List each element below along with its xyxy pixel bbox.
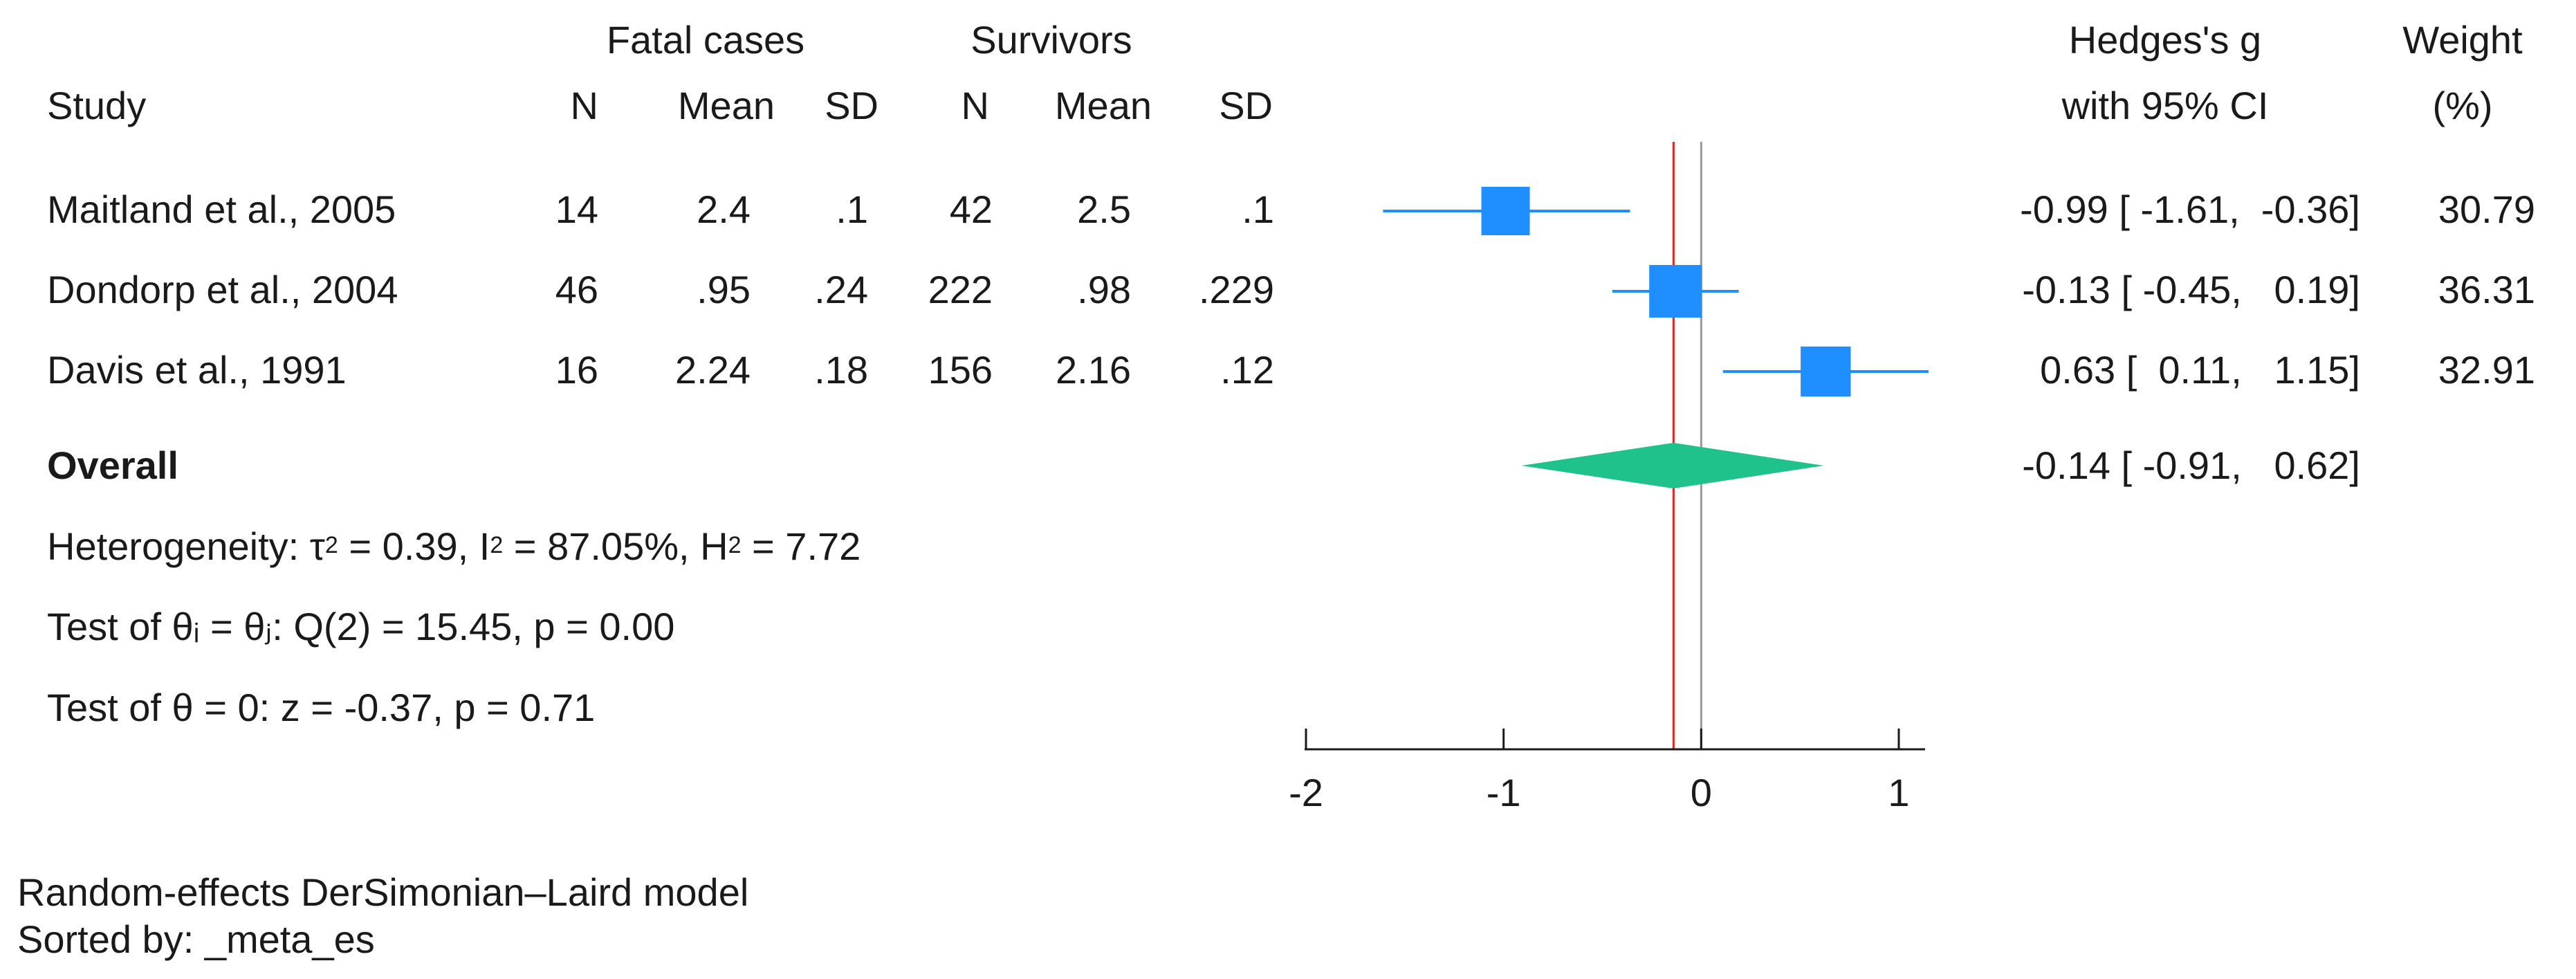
study-marker bbox=[1649, 265, 1702, 318]
overall-ci: -0.14 [ -0.91, 0.62] bbox=[2022, 443, 2360, 487]
header-study: Study bbox=[47, 84, 147, 127]
study-mean1: 2.4 bbox=[697, 187, 751, 231]
header-fatal-cases: Fatal cases bbox=[606, 18, 805, 62]
study-ci: 0.63 [ 0.11, 1.15] bbox=[2040, 348, 2360, 392]
study-marker bbox=[1801, 346, 1851, 397]
header-mean2: Mean bbox=[1054, 84, 1152, 127]
test-effect: Test of θ = 0: z = -0.37, p = 0.71 bbox=[47, 686, 596, 729]
study-name: Maitland et al., 2005 bbox=[47, 187, 396, 231]
header-survivors: Survivors bbox=[970, 18, 1132, 62]
x-tick-label: -1 bbox=[1487, 771, 1521, 814]
x-tick-label: 0 bbox=[1691, 771, 1712, 814]
study-sd1: .18 bbox=[814, 348, 868, 392]
test-homogeneity: Test of θᵢ = θⱼ: Q(2) = 15.45, p = 0.00 bbox=[47, 605, 675, 648]
study-weight: 30.79 bbox=[2438, 187, 2535, 231]
study-sd2: .12 bbox=[1220, 348, 1274, 392]
header-n1: N bbox=[570, 84, 598, 127]
study-n1: 14 bbox=[555, 187, 598, 231]
header-sd2: SD bbox=[1219, 84, 1273, 127]
footnote-model: Random-effects DerSimonian–Laird model bbox=[17, 870, 749, 914]
study-mean1: .95 bbox=[697, 268, 751, 311]
header-n2: N bbox=[961, 84, 989, 127]
header-sd1: SD bbox=[825, 84, 878, 127]
study-name: Davis et al., 1991 bbox=[47, 348, 347, 392]
header-weight-line1: Weight bbox=[2402, 18, 2523, 62]
header-weight-line2: (%) bbox=[2432, 84, 2493, 127]
study-weight: 36.31 bbox=[2438, 268, 2535, 311]
x-tick-label: -2 bbox=[1289, 771, 1323, 814]
study-weight: 32.91 bbox=[2438, 348, 2535, 392]
header-mean1: Mean bbox=[677, 84, 775, 127]
header-effect-line2: with 95% CI bbox=[2061, 84, 2269, 127]
study-sd1: .24 bbox=[814, 268, 868, 311]
study-n1: 46 bbox=[555, 268, 598, 311]
study-n2: 156 bbox=[928, 348, 993, 392]
study-n1: 16 bbox=[555, 348, 598, 392]
study-mean1: 2.24 bbox=[675, 348, 751, 392]
study-marker bbox=[1481, 187, 1530, 235]
study-sd2: .1 bbox=[1242, 187, 1274, 231]
x-tick-label: 1 bbox=[1888, 771, 1909, 814]
overall-label: Overall bbox=[47, 443, 178, 487]
study-sd1: .1 bbox=[836, 187, 868, 231]
study-ci: -0.13 [ -0.45, 0.19] bbox=[2022, 268, 2360, 311]
study-ci: -0.99 [ -1.61, -0.36] bbox=[2020, 187, 2360, 231]
footnote-sort: Sorted by: _meta_es bbox=[17, 917, 375, 961]
heterogeneity-text: Heterogeneity: τ2 = 0.39, I2 = 87.05%, H… bbox=[47, 524, 861, 568]
study-mean2: .98 bbox=[1077, 268, 1131, 311]
study-name: Dondorp et al., 2004 bbox=[47, 268, 398, 311]
study-n2: 222 bbox=[928, 268, 993, 311]
overall-diamond bbox=[1521, 443, 1824, 488]
study-mean2: 2.16 bbox=[1056, 348, 1131, 392]
header-effect-line1: Hedges's g bbox=[2068, 18, 2262, 62]
study-n2: 42 bbox=[949, 187, 993, 231]
study-mean2: 2.5 bbox=[1077, 187, 1131, 231]
study-sd2: .229 bbox=[1199, 268, 1274, 311]
